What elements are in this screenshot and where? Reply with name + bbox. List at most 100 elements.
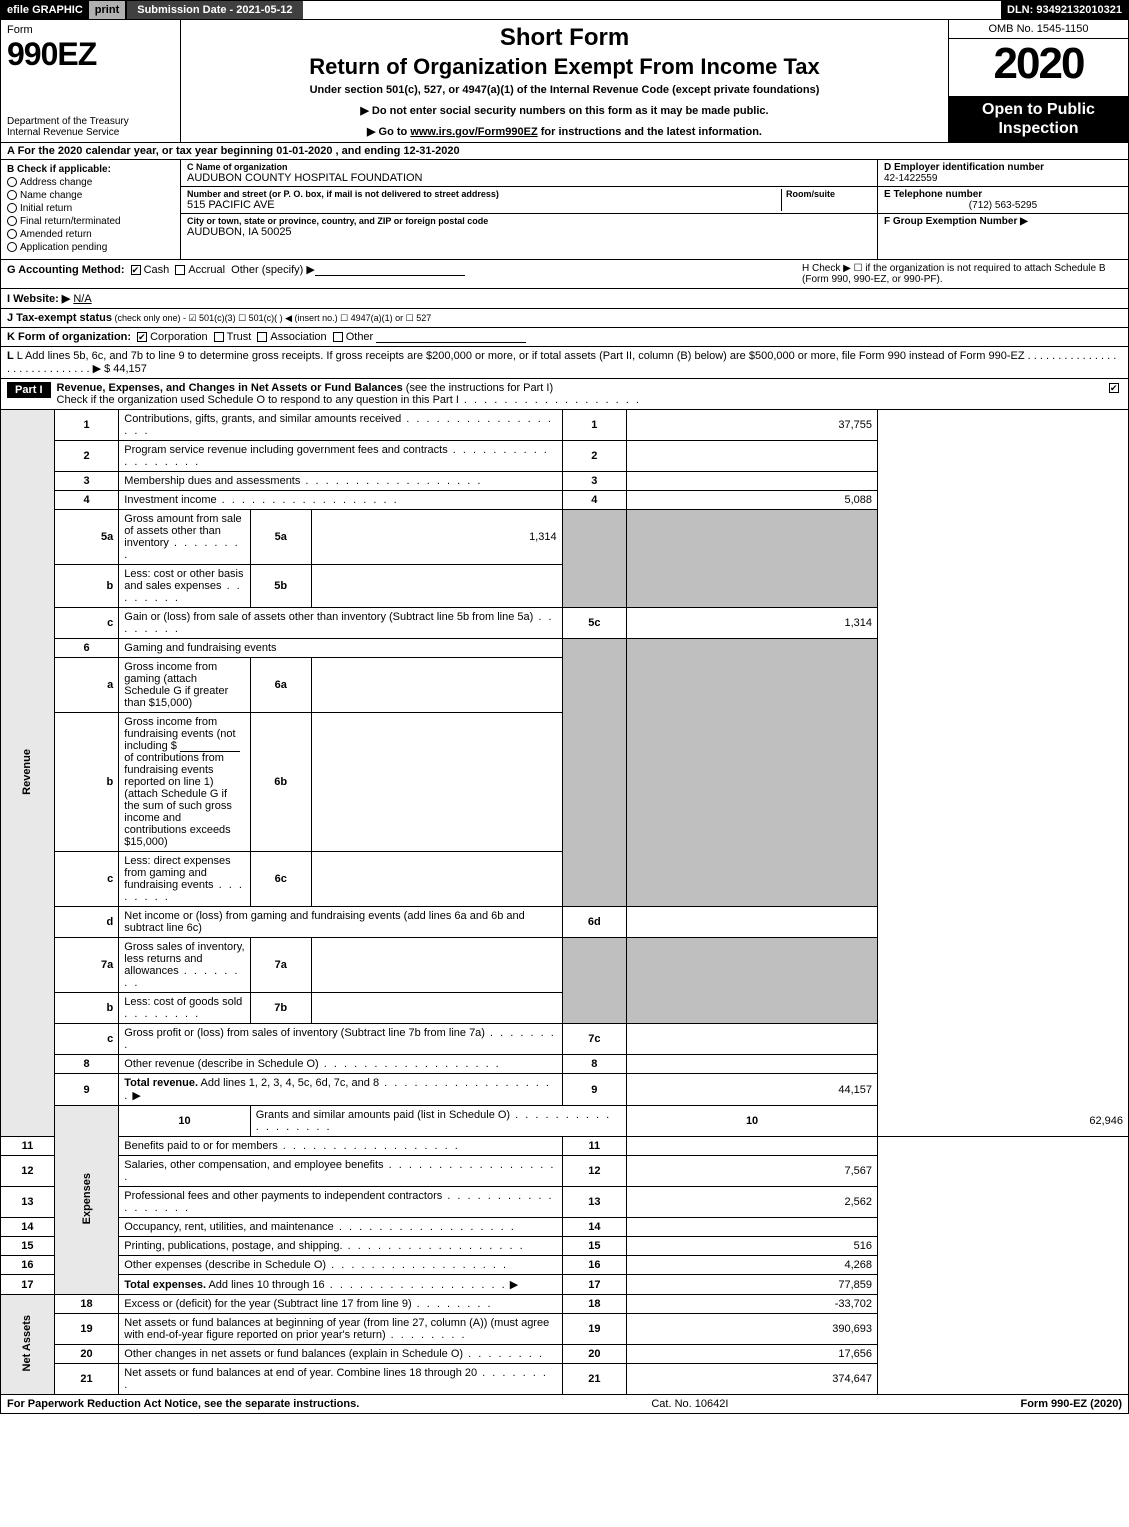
line-6a-inval [311, 658, 562, 713]
return-title: Return of Organization Exempt From Incom… [189, 54, 940, 80]
form-header: Form 990EZ Department of the Treasury In… [0, 20, 1129, 143]
footer-right-pre: Form [1020, 1398, 1051, 1410]
line-10-label: Grants and similar amounts paid (list in… [256, 1109, 611, 1133]
g-label: G Accounting Method: [7, 264, 125, 276]
omb-number: OMB No. 1545-1150 [949, 20, 1128, 39]
irs-link[interactable]: www.irs.gov/Form990EZ [410, 126, 537, 138]
b-amended: Amended return [20, 229, 92, 240]
f-group-label: F Group Exemption Number ▶ [884, 216, 1028, 227]
check-other-org[interactable] [333, 332, 343, 342]
c-city-label: City or town, state or province, country… [187, 216, 871, 226]
line-4-amount: 5,088 [627, 491, 878, 510]
line-6d-label: Net income or (loss) from gaming and fun… [119, 907, 562, 938]
line-16-amount: 4,268 [627, 1256, 878, 1275]
line-5a-inval: 1,314 [311, 510, 562, 565]
line-4-label: Investment income [124, 494, 398, 506]
line-21: 21Net assets or fund balances at end of … [1, 1364, 1129, 1395]
line-2: 2Program service revenue including gover… [1, 441, 1129, 472]
dept-irs: Internal Revenue Service [7, 127, 174, 138]
line-5c-label: Gain or (loss) from sale of assets other… [124, 611, 553, 635]
meta-block: G Accounting Method: Cash Accrual Other … [0, 260, 1129, 379]
under-section: Under section 501(c), 527, or 4947(a)(1)… [189, 84, 940, 96]
check-schedule-o[interactable] [1109, 383, 1119, 393]
part-1-check-line: Check if the organization used Schedule … [57, 394, 641, 406]
g-other-blank[interactable] [315, 265, 465, 276]
line-19: 19Net assets or fund balances at beginni… [1, 1314, 1129, 1345]
form-number: 990EZ [7, 36, 174, 73]
lines-table: Revenue 1 Contributions, gifts, grants, … [0, 410, 1129, 1395]
footer-right-bold: 990-EZ [1051, 1398, 1087, 1410]
b-label: B Check if applicable: [7, 164, 174, 175]
k-label: K Form of organization: [7, 331, 131, 343]
department: Department of the Treasury Internal Reve… [7, 116, 174, 138]
line-16: 16Other expenses (describe in Schedule O… [1, 1256, 1129, 1275]
check-amended[interactable] [7, 229, 17, 239]
line-7c: cGross profit or (loss) from sales of in… [1, 1024, 1129, 1055]
line-18: Net Assets 18Excess or (deficit) for the… [1, 1295, 1129, 1314]
header-right: OMB No. 1545-1150 2020 Open to Public In… [948, 20, 1128, 142]
b-address-change: Address change [20, 177, 92, 188]
line-7a-label: Gross sales of inventory, less returns a… [124, 941, 244, 989]
org-name: AUDUBON COUNTY HOSPITAL FOUNDATION [187, 172, 871, 184]
line-6d: dNet income or (loss) from gaming and fu… [1, 907, 1129, 938]
footer-left: For Paperwork Reduction Act Notice, see … [7, 1398, 359, 1410]
check-final-return[interactable] [7, 216, 17, 226]
k-trust: Trust [227, 331, 252, 343]
line-6d-amount [627, 907, 878, 938]
line-3: 3Membership dues and assessments 3 [1, 472, 1129, 491]
g-other: Other (specify) ▶ [231, 264, 315, 276]
check-accrual[interactable] [175, 265, 185, 275]
check-name-change[interactable] [7, 190, 17, 200]
part-1-check-text: Check if the organization used Schedule … [57, 394, 459, 406]
line-6b-blank[interactable] [180, 741, 240, 752]
b-label-text: B Check if applicable: [7, 164, 111, 175]
j-label: J Tax-exempt status [7, 312, 112, 324]
line-17-amount: 77,859 [627, 1275, 878, 1295]
line-18-amount: -33,702 [627, 1295, 878, 1314]
check-app-pending[interactable] [7, 242, 17, 252]
line-6: 6Gaming and fundraising events [1, 639, 1129, 658]
k-other: Other [346, 331, 374, 343]
line-16-label: Other expenses (describe in Schedule O) [124, 1259, 508, 1271]
check-address-change[interactable] [7, 177, 17, 187]
check-initial-return[interactable] [7, 203, 17, 213]
line-11-label: Benefits paid to or for members [124, 1140, 460, 1152]
efile-label: efile GRAPHIC [1, 1, 89, 19]
line-15: 15Printing, publications, postage, and s… [1, 1237, 1129, 1256]
line-7c-amount [627, 1024, 878, 1055]
line-5a-label: Gross amount from sale of assets other t… [124, 513, 241, 561]
goto-line: ▶ Go to www.irs.gov/Form990EZ for instru… [189, 125, 940, 138]
d-ein-label: D Employer identification number [884, 162, 1044, 173]
dept-treasury: Department of the Treasury [7, 116, 174, 127]
line-11: 11Benefits paid to or for members11 [1, 1137, 1129, 1156]
goto-pre: ▶ Go to [367, 126, 410, 138]
footer-right: Form 990-EZ (2020) [1020, 1398, 1122, 1410]
c-room-label: Room/suite [786, 189, 871, 199]
line-9-amount: 44,157 [627, 1074, 878, 1106]
line-20-amount: 17,656 [627, 1345, 878, 1364]
line-10-amount: 62,946 [878, 1106, 1129, 1137]
line-9-label: Total revenue. [124, 1077, 198, 1089]
line-12-label: Salaries, other compensation, and employ… [124, 1159, 555, 1183]
line-19-amount: 390,693 [627, 1314, 878, 1345]
line-6c-label: Less: direct expenses from gaming and fu… [124, 855, 244, 903]
k-other-blank[interactable] [376, 332, 526, 343]
form-word: Form [7, 24, 174, 36]
top-bar: efile GRAPHIC print Submission Date - 20… [0, 0, 1129, 20]
check-trust[interactable] [214, 332, 224, 342]
check-association[interactable] [257, 332, 267, 342]
line-1: Revenue 1 Contributions, gifts, grants, … [1, 410, 1129, 441]
line-8-label: Other revenue (describe in Schedule O) [124, 1058, 500, 1070]
check-corporation[interactable] [137, 332, 147, 342]
line-17-label: Total expenses. [124, 1279, 206, 1291]
j-options: (check only one) - ☑ 501(c)(3) ☐ 501(c)(… [112, 313, 431, 323]
k-corp: Corporation [150, 331, 207, 343]
b-initial: Initial return [20, 203, 72, 214]
col-c-name-address: C Name of organization AUDUBON COUNTY HO… [181, 160, 878, 259]
print-label[interactable]: print [89, 1, 125, 19]
line-6-label: Gaming and fundraising events [119, 639, 562, 658]
g-cash: Cash [144, 264, 170, 276]
check-cash[interactable] [131, 265, 141, 275]
period-begin: 01-01-2020 [276, 145, 332, 157]
line-13: 13Professional fees and other payments t… [1, 1187, 1129, 1218]
